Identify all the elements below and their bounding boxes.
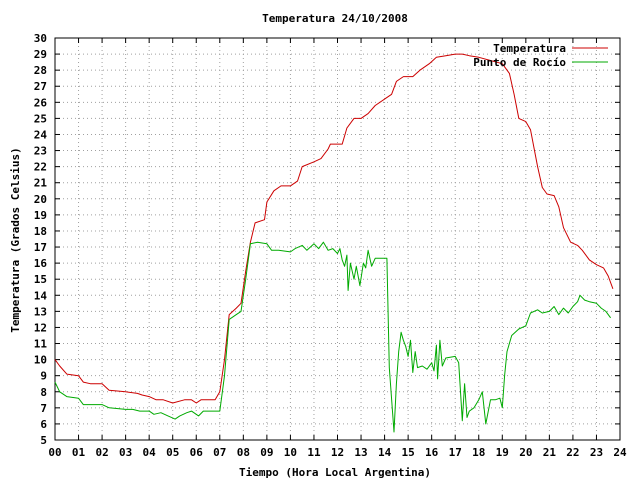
- y-tick-label: 11: [34, 338, 48, 351]
- x-tick-label: 16: [425, 446, 439, 459]
- x-tick-label: 17: [449, 446, 462, 459]
- y-tick-label: 20: [34, 193, 47, 206]
- x-tick-label: 15: [402, 446, 415, 459]
- y-tick-label: 25: [34, 112, 47, 125]
- y-tick-label: 17: [34, 241, 47, 254]
- y-tick-label: 21: [34, 177, 48, 190]
- y-axis-title: Temperatura (Grados Celsius): [9, 147, 22, 332]
- x-tick-label: 12: [331, 446, 344, 459]
- x-tick-label: 04: [143, 446, 157, 459]
- y-tick-label: 19: [34, 209, 47, 222]
- y-tick-label: 5: [40, 434, 47, 447]
- y-tick-label: 18: [34, 225, 47, 238]
- y-tick-label: 27: [34, 80, 47, 93]
- x-tick-label: 10: [284, 446, 297, 459]
- x-axis-title: Tiempo (Hora Local Argentina): [239, 466, 431, 479]
- y-tick-label: 22: [34, 161, 47, 174]
- series-layer: [54, 53, 614, 433]
- x-tick-label: 07: [213, 446, 226, 459]
- series-line-temperatura: [54, 53, 614, 404]
- y-tick-label: 24: [34, 128, 48, 141]
- x-tick-label: 19: [496, 446, 509, 459]
- x-tick-label: 06: [190, 446, 204, 459]
- legend-label: Punto de Rocío: [473, 56, 566, 69]
- legend-label: Temperatura: [493, 42, 566, 55]
- x-tick-label: 20: [519, 446, 532, 459]
- y-tick-label: 15: [34, 273, 47, 286]
- y-tick-label: 7: [40, 402, 47, 415]
- x-tick-label: 03: [119, 446, 132, 459]
- y-tick-label: 16: [34, 257, 48, 270]
- y-tick-label: 29: [34, 48, 47, 61]
- x-tick-label: 24: [613, 446, 627, 459]
- x-tick-label: 09: [260, 446, 273, 459]
- y-tick-label: 26: [34, 96, 48, 109]
- x-axis: 00 01 02 03 04 05 06 07 08 09 10 11 12 13 14 15 16 17 18 19…: [48, 38, 627, 459]
- y-tick-label: 8: [40, 386, 47, 399]
- x-tick-label: 14: [378, 446, 392, 459]
- x-tick-label: 08: [237, 446, 250, 459]
- x-tick-label: 11: [307, 446, 321, 459]
- chart-title: Temperatura 24/10/2008: [262, 12, 408, 25]
- x-tick-label: 23: [590, 446, 603, 459]
- y-tick-label: 6: [40, 418, 47, 431]
- x-tick-label: 22: [566, 446, 579, 459]
- y-tick-label: 30: [34, 32, 47, 45]
- y-tick-label: 13: [34, 305, 47, 318]
- series-line-punto-de-rocio: [54, 241, 612, 433]
- x-tick-label: 00: [48, 446, 61, 459]
- x-tick-label: 13: [354, 446, 367, 459]
- y-tick-label: 9: [40, 370, 47, 383]
- y-tick-label: 14: [34, 289, 48, 302]
- x-tick-label: 01: [72, 446, 86, 459]
- y-tick-label: 23: [34, 145, 47, 158]
- x-tick-label: 05: [166, 446, 179, 459]
- x-tick-label: 21: [543, 446, 557, 459]
- y-tick-label: 12: [34, 321, 47, 334]
- y-axis: 5 6 7 8 9 10 11 12 13 14 15 16 17 18 19 20 21 22 23 24 25 26 2…: [34, 32, 620, 447]
- y-tick-label: 28: [34, 64, 47, 77]
- grid: [55, 38, 620, 440]
- y-tick-label: 10: [34, 354, 47, 367]
- x-tick-label: 02: [95, 446, 108, 459]
- x-tick-label: 18: [472, 446, 485, 459]
